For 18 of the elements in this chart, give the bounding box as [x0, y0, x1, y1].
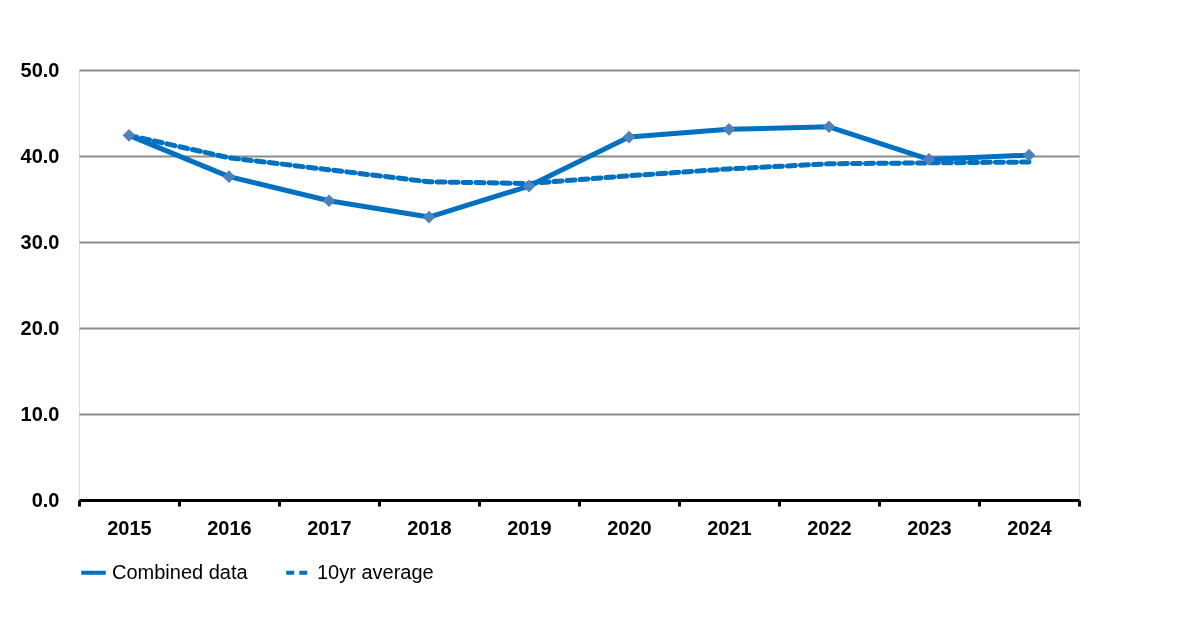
x-tick-label: 2018 [407, 516, 452, 539]
x-tick-label: 2017 [307, 516, 352, 539]
legend-label: Combined data [112, 560, 249, 583]
y-tick-label: 20.0 [20, 316, 60, 339]
x-tick-label: 2021 [707, 516, 752, 539]
x-tick-label: 2024 [1007, 516, 1053, 539]
legend-label: 10yr average [317, 560, 434, 583]
y-tick-label: 0.0 [31, 488, 60, 511]
y-tick-label: 50.0 [20, 58, 60, 81]
x-tick-label: 2023 [907, 516, 952, 539]
x-tick-label: 2016 [207, 516, 252, 539]
y-tick-label: 30.0 [20, 230, 60, 253]
x-tick-label: 2015 [107, 516, 152, 539]
x-tick-label: 2020 [607, 516, 652, 539]
x-tick-label: 2019 [507, 516, 552, 539]
x-tick-label: 2022 [807, 516, 852, 539]
y-tick-label: 40.0 [20, 144, 60, 167]
y-tick-label: 10.0 [20, 402, 60, 425]
